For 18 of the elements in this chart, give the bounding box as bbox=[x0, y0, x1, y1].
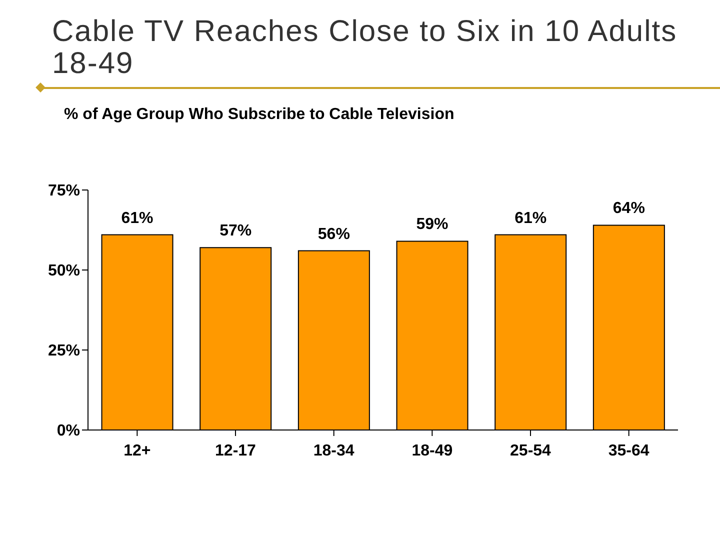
data-label: 56% bbox=[318, 226, 350, 243]
x-tick-label: 12-17 bbox=[215, 442, 256, 460]
y-tick-label: 50% bbox=[48, 262, 80, 280]
x-tick-label: 12+ bbox=[124, 442, 151, 460]
x-tick-label: 18-34 bbox=[313, 442, 354, 460]
chart-subtitle: % of Age Group Who Subscribe to Cable Television bbox=[64, 106, 454, 124]
y-tick-label: 0% bbox=[56, 422, 80, 440]
chart-title: Cable TV Reaches Close to Six in 10 Adults 18-49 bbox=[52, 15, 678, 80]
x-tick-label: 25-54 bbox=[510, 442, 552, 460]
x-tick-label: 18-49 bbox=[412, 442, 453, 460]
y-tick-label: 75% bbox=[48, 182, 80, 200]
data-label: 61% bbox=[514, 210, 547, 227]
data-label: 61% bbox=[121, 210, 154, 227]
data-label: 59% bbox=[416, 216, 448, 234]
data-label: 64% bbox=[612, 200, 645, 218]
y-tick-label: 25% bbox=[48, 342, 80, 360]
x-tick-label: 35-64 bbox=[608, 442, 650, 460]
data-label: 57% bbox=[220, 222, 252, 240]
